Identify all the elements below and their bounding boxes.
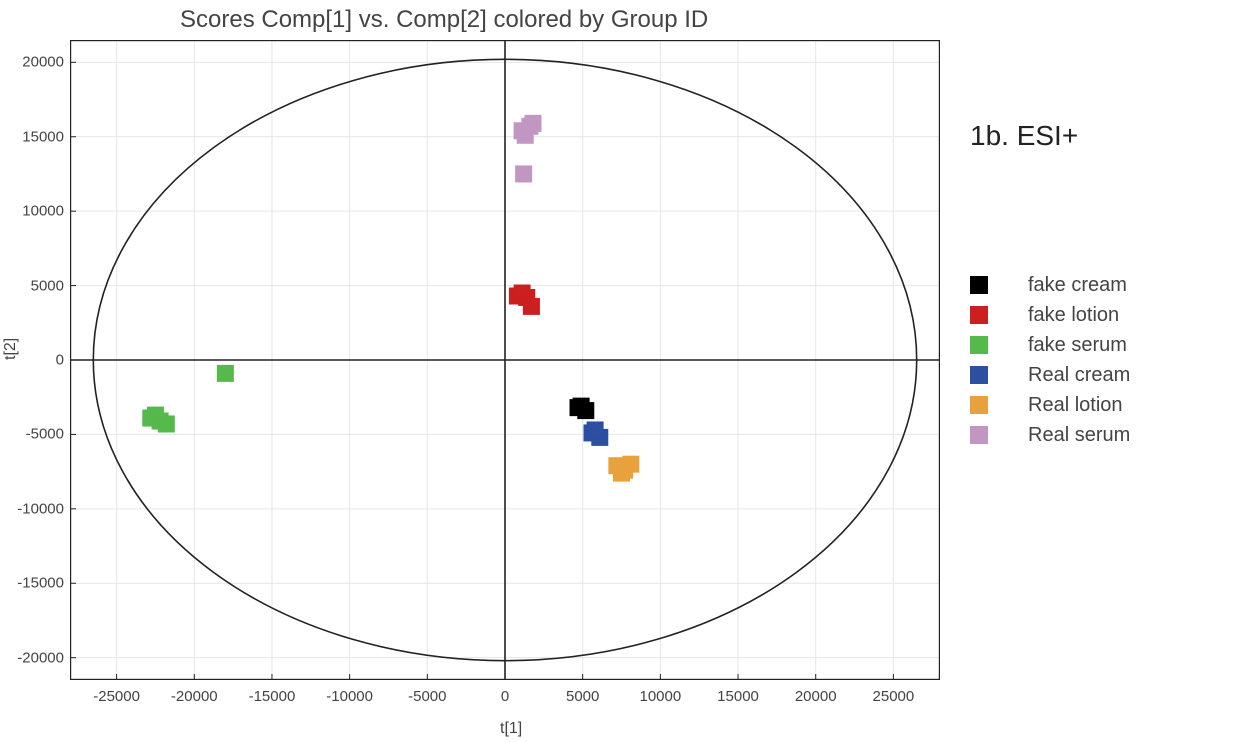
- legend-label: fake serum: [1028, 334, 1127, 357]
- legend-label: Real cream: [1028, 364, 1130, 387]
- y-tick-label: 5000: [31, 277, 64, 294]
- legend-item: Real cream: [970, 360, 1130, 390]
- x-tick-label: -10000: [326, 688, 373, 705]
- y-axis-label: t[2]: [2, 338, 20, 360]
- x-tick-label: -20000: [171, 688, 218, 705]
- side-panel: 1b. ESI+ fake cream fake lotion fake serum…: [960, 0, 1257, 742]
- y-tick-label: 0: [56, 352, 64, 369]
- x-tick-label: 15000: [717, 688, 759, 705]
- y-tick-label: -20000: [17, 649, 64, 666]
- chart-area: Scores Comp[1] vs. Comp[2] colored by Gr…: [0, 0, 960, 742]
- x-tick-label: -25000: [93, 688, 140, 705]
- x-tick-label: 10000: [639, 688, 681, 705]
- x-tick-label: 0: [501, 688, 509, 705]
- panel-label: 1b. ESI+: [970, 120, 1078, 152]
- y-tick-label: -5000: [26, 426, 64, 443]
- x-tick-label: -15000: [249, 688, 296, 705]
- y-tick-label: 10000: [22, 203, 64, 220]
- legend-item: fake cream: [970, 270, 1130, 300]
- chart-title: Scores Comp[1] vs. Comp[2] colored by Gr…: [180, 6, 708, 34]
- legend: fake cream fake lotion fake serum Real crea…: [970, 270, 1130, 450]
- x-axis-label: t[1]: [500, 720, 522, 738]
- legend-item: fake lotion: [970, 300, 1130, 330]
- scatter-plot: [70, 40, 940, 680]
- legend-swatch: [970, 276, 988, 294]
- y-tick-label: 15000: [22, 128, 64, 145]
- legend-label: fake lotion: [1028, 304, 1119, 327]
- x-tick-label: -5000: [408, 688, 446, 705]
- legend-label: Real lotion: [1028, 394, 1123, 417]
- legend-item: fake serum: [970, 330, 1130, 360]
- legend-swatch: [970, 426, 988, 444]
- legend-swatch: [970, 336, 988, 354]
- legend-swatch: [970, 366, 988, 384]
- legend-label: Real serum: [1028, 424, 1130, 447]
- y-tick-label: 20000: [22, 54, 64, 71]
- legend-item: Real serum: [970, 420, 1130, 450]
- legend-swatch: [970, 306, 988, 324]
- x-tick-label: 25000: [873, 688, 915, 705]
- legend-label: fake cream: [1028, 274, 1127, 297]
- y-tick-label: -10000: [17, 500, 64, 517]
- x-tick-label: 20000: [795, 688, 837, 705]
- figure-container: Scores Comp[1] vs. Comp[2] colored by Gr…: [0, 0, 1257, 742]
- y-tick-label: -15000: [17, 575, 64, 592]
- legend-item: Real lotion: [970, 390, 1130, 420]
- legend-swatch: [970, 396, 988, 414]
- x-tick-label: 5000: [566, 688, 599, 705]
